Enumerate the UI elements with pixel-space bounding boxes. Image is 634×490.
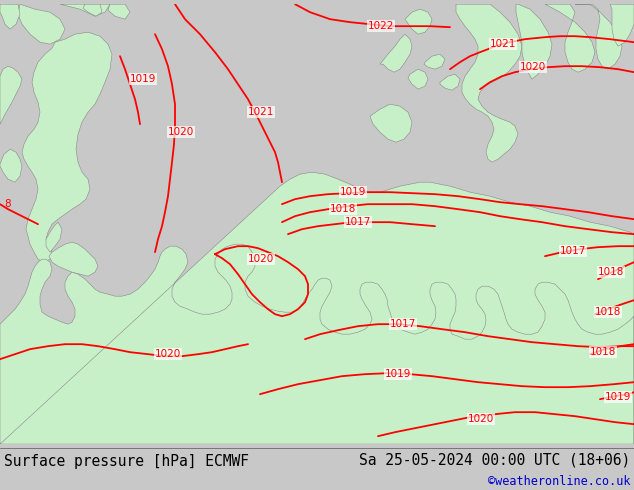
Polygon shape — [610, 4, 634, 46]
Text: 1020: 1020 — [168, 127, 194, 137]
Text: 1021: 1021 — [490, 39, 516, 49]
Text: Sa 25-05-2024 00:00 UTC (18+06): Sa 25-05-2024 00:00 UTC (18+06) — [359, 452, 630, 467]
Polygon shape — [0, 172, 634, 444]
Polygon shape — [380, 34, 412, 72]
Polygon shape — [370, 104, 412, 142]
Text: 1019: 1019 — [130, 74, 157, 84]
Text: 1017: 1017 — [560, 246, 586, 256]
Polygon shape — [545, 4, 595, 72]
Polygon shape — [290, 259, 345, 299]
Polygon shape — [288, 189, 328, 229]
Polygon shape — [22, 32, 112, 262]
Polygon shape — [0, 149, 22, 182]
Text: 1018: 1018 — [590, 347, 616, 357]
Polygon shape — [424, 54, 445, 69]
Polygon shape — [108, 4, 130, 19]
Text: ©weatheronline.co.uk: ©weatheronline.co.uk — [488, 475, 630, 488]
Polygon shape — [575, 4, 622, 69]
Text: 1019: 1019 — [385, 369, 411, 379]
Text: 1019: 1019 — [605, 392, 631, 402]
Polygon shape — [0, 4, 20, 29]
Polygon shape — [516, 4, 552, 79]
Text: 1018: 1018 — [595, 307, 621, 317]
Text: 1019: 1019 — [340, 187, 366, 197]
Polygon shape — [0, 66, 22, 124]
Text: 1017: 1017 — [345, 217, 372, 227]
Text: 1022: 1022 — [368, 21, 394, 31]
Polygon shape — [405, 9, 432, 34]
Text: 1018: 1018 — [598, 267, 624, 277]
Polygon shape — [83, 4, 102, 16]
Text: 1021: 1021 — [248, 107, 275, 117]
Text: 8: 8 — [4, 199, 11, 209]
Polygon shape — [46, 222, 62, 252]
Polygon shape — [18, 4, 65, 44]
Text: 1020: 1020 — [520, 62, 547, 72]
Text: 1018: 1018 — [330, 204, 356, 214]
Text: 1017: 1017 — [390, 319, 417, 329]
Polygon shape — [408, 69, 428, 89]
Polygon shape — [49, 242, 98, 276]
Text: 1020: 1020 — [155, 349, 181, 359]
Polygon shape — [440, 74, 460, 90]
Text: Surface pressure [hPa] ECMWF: Surface pressure [hPa] ECMWF — [4, 454, 249, 469]
Polygon shape — [456, 4, 522, 162]
Text: 1020: 1020 — [248, 254, 275, 264]
Text: 1020: 1020 — [468, 414, 495, 424]
Polygon shape — [60, 4, 110, 16]
